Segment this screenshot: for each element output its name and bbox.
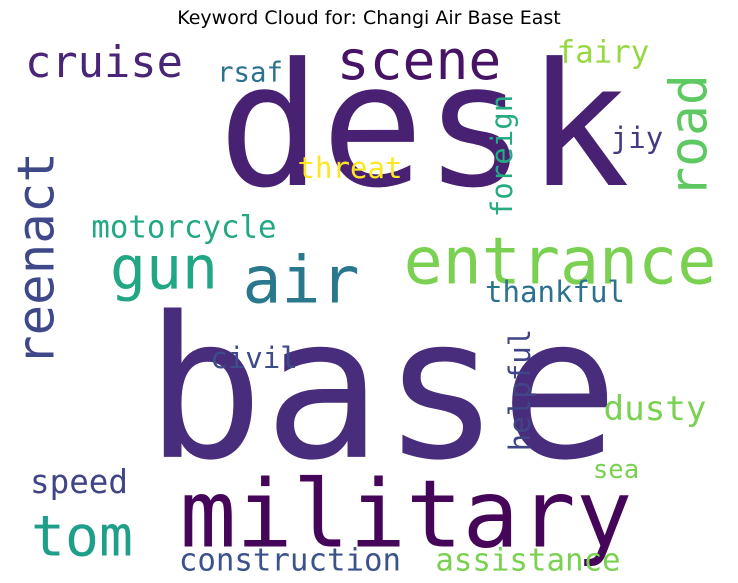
word-military: military (180, 460, 633, 569)
word-rsaf: rsaf (217, 57, 283, 88)
word-scene: scene (337, 34, 502, 92)
word-foreign: foreign (485, 95, 519, 217)
word-construction: construction (179, 543, 401, 578)
word-civil: civil (210, 341, 297, 375)
word-air: air (242, 243, 359, 318)
word-jiy: jiy (611, 121, 663, 155)
word-sea: sea (593, 455, 639, 485)
word-thankful: thankful (485, 275, 625, 309)
word-threat: threat (298, 151, 403, 185)
word-entrance: entrance (404, 224, 717, 299)
word-tom: tom (31, 504, 133, 569)
word-assistance: assistance (435, 543, 620, 578)
chart-title: Keyword Cloud for: Changi Air Base East (177, 7, 561, 29)
word-desk: desk (218, 34, 630, 226)
word-gun: gun (110, 235, 218, 304)
word-road: road (660, 74, 720, 197)
word-reenact: reenact (14, 152, 66, 366)
word-dusty: dusty (604, 389, 707, 429)
word-fairy: fairy (557, 35, 650, 71)
word-speed: speed (30, 463, 128, 501)
word-helpful: helpful (503, 329, 537, 451)
word-cruise: cruise (25, 37, 183, 88)
word-motorcycle: motorcycle (91, 210, 276, 246)
word-base: base (145, 276, 618, 504)
word-cloud: desk base military scene road reenact entrance… (14, 34, 724, 578)
